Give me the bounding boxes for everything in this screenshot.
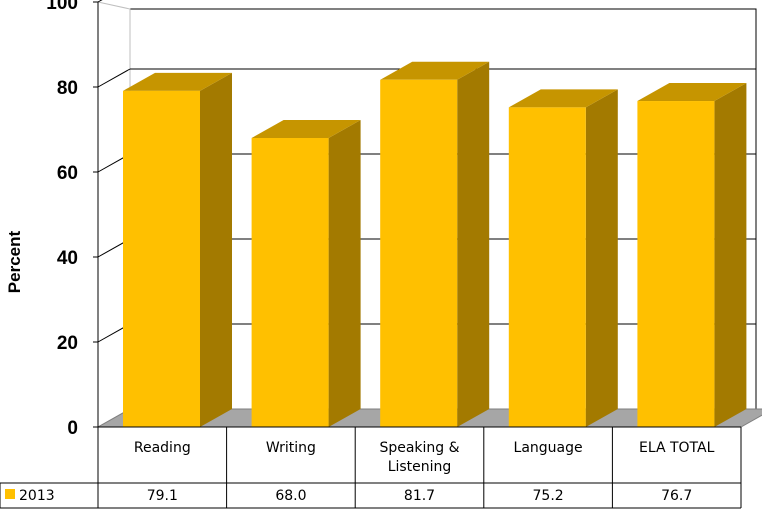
y-tick-label: 100 [46,0,78,14]
gridline-side [97,0,103,3]
bar-side [200,72,232,427]
bar-side [457,61,490,428]
bar [380,61,490,428]
category-label: Speaking & Listening [379,440,459,475]
bar-top [508,89,618,108]
legend-swatch [5,489,15,499]
bar-front [508,107,586,428]
bar-front [123,90,200,427]
category-label: ELA TOTAL [639,440,715,456]
bar [508,89,618,428]
y-tick-label: 60 [57,163,78,184]
y-tick-label: 80 [57,78,78,99]
category-label: Writing [266,440,316,456]
bar-top [637,83,747,102]
category-label: Language [514,440,583,456]
bar-side [714,83,747,428]
bar-front [251,138,329,427]
bar-side [585,89,618,428]
data-label: 68.0 [275,488,306,504]
bar [123,72,232,427]
bar [637,83,747,428]
bar-front [380,79,458,428]
y-axis-label: Percent [5,230,24,293]
y-axis: 0 20 40 60 80 100 Percent [5,0,99,439]
data-table: Reading 79.1 Writing 68.0 Speaking & Listenin… [0,426,742,509]
bar-top [251,120,361,138]
data-label: 76.7 [661,488,692,504]
y-tick-label: 0 [67,418,78,439]
data-label: 81.7 [404,488,435,504]
bar-top [380,61,490,80]
legend-label: 2013 [19,488,55,504]
bar [251,120,361,427]
data-label: 75.2 [533,488,564,504]
bar-front [637,101,715,428]
bar-side [328,120,361,427]
y-tick-label: 40 [57,248,78,269]
category-label: Reading [134,440,191,456]
gridline-side [97,68,131,88]
bars [123,61,747,428]
y-tick-label: 20 [57,333,78,354]
bar-top [123,72,232,91]
data-label: 79.1 [147,488,178,504]
